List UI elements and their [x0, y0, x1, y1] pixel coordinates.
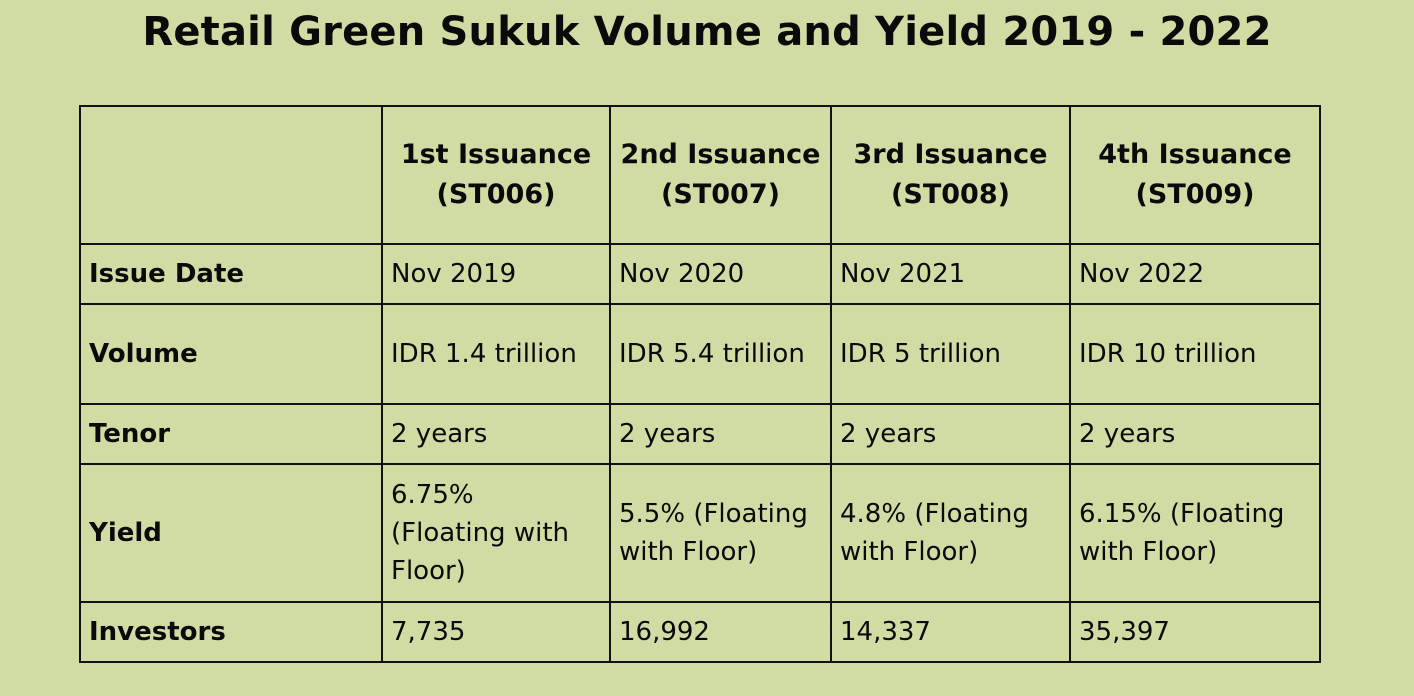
- table-cell: IDR 1.4 trillion: [381, 303, 611, 405]
- yield-line: Floor): [391, 556, 466, 586]
- table-cell: IDR 5.4 trillion: [609, 303, 832, 405]
- table-cell: Nov 2022: [1069, 243, 1321, 305]
- page-title: Retail Green Sukuk Volume and Yield 2019…: [142, 9, 1272, 55]
- row-label-issue-date: Issue Date: [79, 243, 383, 305]
- table-cell: IDR 10 trillion: [1069, 303, 1321, 405]
- table-cell: 2 years: [381, 403, 611, 465]
- table-row-issue-date: Issue Date Nov 2019 Nov 2020 Nov 2021 No…: [79, 243, 1321, 305]
- row-label-volume: Volume: [79, 303, 383, 405]
- table-row-tenor: Tenor 2 years 2 years 2 years 2 years: [79, 403, 1321, 465]
- yield-line: with Floor): [619, 537, 758, 567]
- table-cell: 7,735: [381, 601, 611, 663]
- column-header-2nd-issuance: 2nd Issuance (ST007): [609, 105, 832, 245]
- row-label-investors: Investors: [79, 601, 383, 663]
- table-row-yield: Yield 6.75% (Floating with Floor) 5.5% (…: [79, 463, 1321, 603]
- table-cell: IDR 5 trillion: [830, 303, 1071, 405]
- sukuk-table: 1st Issuance (ST006) 2nd Issuance (ST007…: [79, 105, 1321, 663]
- yield-line: with Floor): [1079, 537, 1218, 567]
- row-label-yield: Yield: [79, 463, 383, 603]
- column-header-title: 1st Issuance: [400, 139, 592, 170]
- column-header-code: (ST008): [891, 179, 1010, 210]
- row-label-tenor: Tenor: [79, 403, 383, 465]
- yield-line: 5.5% (Floating: [619, 499, 808, 529]
- column-header-4th-issuance: 4th Issuance (ST009): [1069, 105, 1321, 245]
- yield-line: 4.8% (Floating: [840, 499, 1029, 529]
- table-cell: 5.5% (Floating with Floor): [609, 463, 832, 603]
- table-cell: 14,337: [830, 601, 1071, 663]
- column-header-code: (ST009): [1135, 179, 1255, 210]
- column-header-title: 3rd Issuance: [853, 139, 1048, 170]
- table-cell: Nov 2019: [381, 243, 611, 305]
- yield-line: 6.75%: [391, 480, 474, 510]
- table-header-row: 1st Issuance (ST006) 2nd Issuance (ST007…: [79, 105, 1321, 245]
- column-header-1st-issuance: 1st Issuance (ST006): [381, 105, 611, 245]
- column-header-code: (ST006): [436, 179, 556, 210]
- column-header-title: 4th Issuance: [1098, 139, 1292, 170]
- column-header-3rd-issuance: 3rd Issuance (ST008): [830, 105, 1071, 245]
- table-cell: 35,397: [1069, 601, 1321, 663]
- table-cell: 16,992: [609, 601, 832, 663]
- table-cell: 4.8% (Floating with Floor): [830, 463, 1071, 603]
- yield-line: (Floating with: [391, 518, 569, 548]
- table-row-volume: Volume IDR 1.4 trillion IDR 5.4 trillion…: [79, 303, 1321, 405]
- table-cell: 2 years: [1069, 403, 1321, 465]
- table-cell: Nov 2020: [609, 243, 832, 305]
- yield-line: 6.15% (Floating: [1079, 499, 1285, 529]
- table-corner-cell: [79, 105, 383, 245]
- table-cell: 2 years: [830, 403, 1071, 465]
- table-cell: Nov 2021: [830, 243, 1071, 305]
- table-cell: 6.15% (Floating with Floor): [1069, 463, 1321, 603]
- yield-line: with Floor): [840, 537, 979, 567]
- table-cell: 2 years: [609, 403, 832, 465]
- column-header-code: (ST007): [661, 179, 780, 210]
- table-cell: 6.75% (Floating with Floor): [381, 463, 611, 603]
- table-row-investors: Investors 7,735 16,992 14,337 35,397: [79, 601, 1321, 663]
- column-header-title: 2nd Issuance: [620, 139, 821, 170]
